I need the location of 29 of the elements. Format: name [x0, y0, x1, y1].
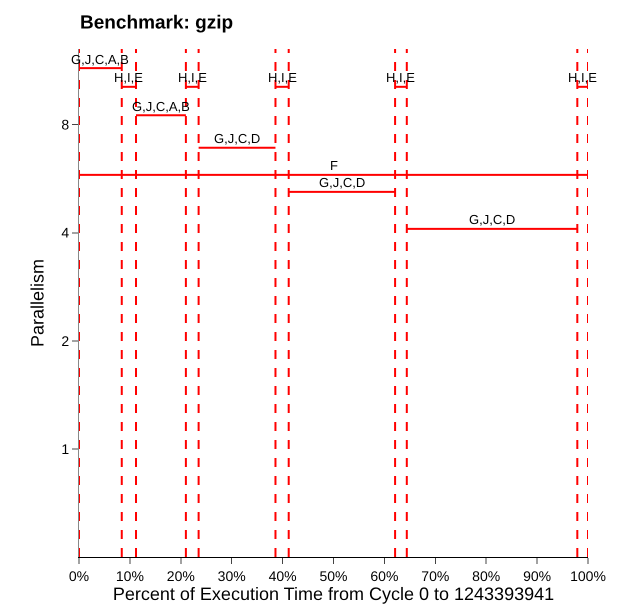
x-axis-title: Percent of Execution Time from Cycle 0 to 1243393941 [112, 584, 554, 604]
series-label: F [330, 158, 338, 173]
y-tick-label: 2 [61, 332, 70, 349]
series-label: H,I,E [268, 70, 298, 85]
y-tick-label: 1 [61, 440, 70, 457]
x-tick-label: 0% [68, 568, 90, 584]
series-label: G,J,C,A,B [71, 52, 129, 67]
x-tick-label: 90% [523, 568, 552, 584]
series-label: H,I,E [386, 70, 416, 85]
x-tick-label: 60% [370, 568, 398, 584]
x-tick-label: 50% [319, 568, 348, 584]
series-label: G,J,C,D [214, 131, 260, 146]
series-label: G,J,C,D [469, 212, 516, 227]
x-tick-label: 80% [472, 568, 500, 584]
x-tick-label: 100% [570, 568, 606, 584]
chart-title: Benchmark: gzip [80, 12, 234, 34]
series-label: H,I,E [114, 70, 144, 85]
y-axis-title: Parallelism [28, 258, 48, 348]
x-tick-label: 10% [116, 568, 144, 584]
x-tick-label: 40% [268, 568, 297, 584]
series-label: G,J,C,A,B [132, 99, 190, 114]
x-tick-label: 30% [218, 568, 246, 584]
x-tick-label: 20% [166, 568, 195, 584]
series-label: H,I,E [178, 70, 208, 85]
series-label: H,I,E [568, 70, 598, 85]
series-label: G,J,C,D [319, 175, 366, 190]
y-tick-label: 4 [61, 224, 70, 241]
x-tick-label: 70% [421, 568, 450, 584]
y-tick-label: 8 [61, 116, 70, 133]
